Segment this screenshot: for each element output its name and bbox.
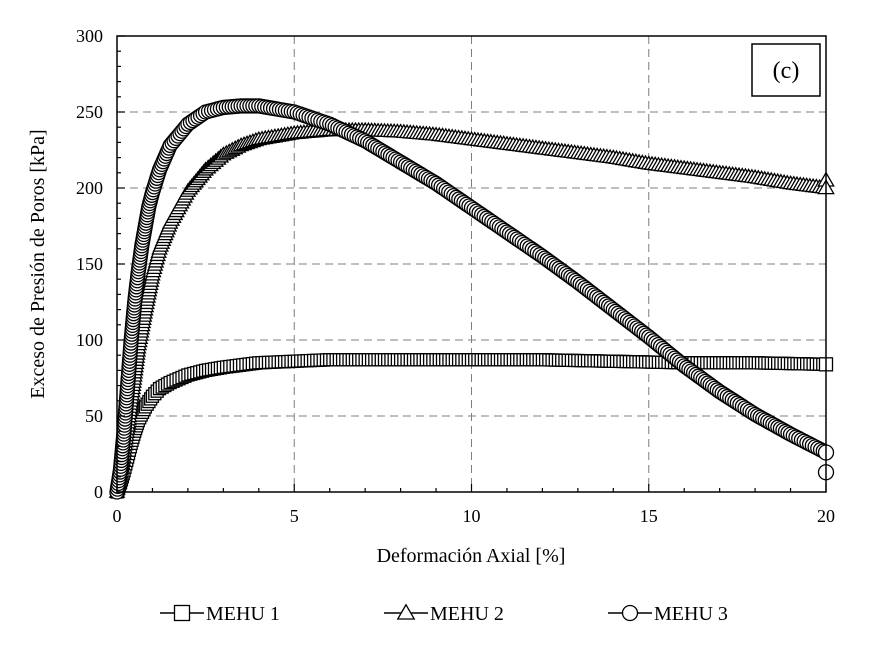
legend-marker [396, 603, 416, 620]
series-2 [108, 121, 835, 498]
series-layer [108, 98, 835, 500]
legend-marker [173, 604, 191, 622]
y-tick-label: 150 [76, 254, 103, 274]
legend-item-2: MEHU 2 [384, 603, 504, 625]
legend-item-1: MEHU 1 [160, 603, 280, 625]
legend-label: MEHU 1 [206, 603, 280, 625]
series-3 [109, 98, 834, 500]
panel-label: (c) [773, 58, 800, 84]
y-tick-label: 100 [76, 330, 103, 350]
x-tick-label: 15 [640, 506, 658, 526]
x-tick-label: 5 [290, 506, 299, 526]
y-tick-label: 300 [76, 26, 103, 46]
legend-item-3: MEHU 3 [608, 603, 728, 625]
x-tick-label: 20 [817, 506, 835, 526]
legend-label: MEHU 2 [430, 603, 504, 625]
panel-label-box: (c) [751, 43, 821, 97]
y-tick-label: 250 [76, 102, 103, 122]
series-1 [110, 353, 833, 499]
y-tick-label: 200 [76, 178, 103, 198]
legend: MEHU 1 MEHU 2 MEHU 3 [160, 603, 728, 625]
legend-label: MEHU 3 [654, 603, 728, 625]
legend-marker [621, 604, 639, 622]
x-tick-label: 0 [113, 506, 122, 526]
x-axis-label: Deformación Axial [%] [377, 545, 566, 567]
y-tick-label: 50 [85, 406, 103, 426]
x-tick-label: 10 [463, 506, 481, 526]
y-tick-label: 0 [94, 482, 103, 502]
y-axis-label: Exceso de Presión de Poros [kPa] [27, 129, 49, 398]
axis-ticks [116, 35, 827, 493]
